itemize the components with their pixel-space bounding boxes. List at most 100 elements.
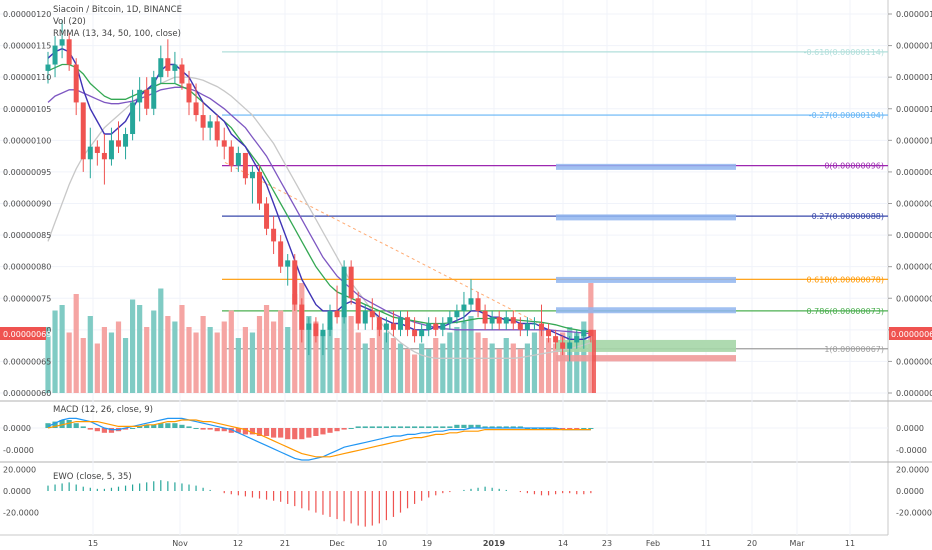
volume-bar — [517, 349, 523, 393]
ewo-tick-label-left: 0.0000 — [3, 487, 31, 496]
candle-body — [405, 317, 411, 330]
candles — [45, 20, 594, 362]
macd-hist-bar — [228, 428, 234, 433]
price-badge-left: 0.00000069 — [3, 330, 51, 339]
macd-hist-bar — [489, 426, 495, 428]
candle-body — [207, 121, 213, 128]
fib-level-label: 0(0.00000096) — [824, 162, 884, 171]
candle-body — [144, 89, 150, 109]
time-axis: 15 Nov 12 21 Dec 10 19 2019 14 23 Feb 11 20 Mar 11 — [88, 539, 855, 548]
volume-bar — [122, 338, 129, 393]
candle-body — [116, 140, 121, 147]
volume-bar — [66, 332, 72, 393]
volume-bar — [468, 316, 474, 393]
macd-panel: 0.0000 0.0000 -0.0000 -0.0000 — [0, 417, 927, 461]
candle-body — [59, 39, 65, 46]
candle-body — [313, 323, 319, 337]
candle-body — [123, 134, 129, 147]
volume-bar — [475, 332, 481, 393]
volume-bar — [320, 332, 326, 393]
candle-body — [524, 323, 530, 330]
macd-hist-bar — [207, 428, 213, 430]
time-tick-label: 11 — [845, 539, 855, 548]
macd-hist-bar — [468, 424, 474, 428]
candle-body — [66, 39, 72, 65]
macd-hist-bar — [320, 428, 326, 435]
candle-body — [278, 241, 284, 267]
price-tick-label: 0.00000090 — [896, 200, 932, 209]
price-tick-label-left: 0.00000085 — [3, 231, 51, 240]
macd-hist-bar — [292, 428, 298, 440]
candle-body — [475, 298, 481, 311]
macd-hist-bar — [397, 426, 404, 428]
time-tick-label: Dec — [329, 539, 344, 548]
volume-bar — [447, 332, 453, 393]
macd-hist-bar — [242, 428, 248, 435]
price-tick-label: 0.00000115 — [896, 42, 932, 51]
volume-bar — [130, 299, 136, 393]
price-tick-label-left: 0.00000075 — [3, 294, 51, 303]
fib-level-label: -0.618(0.00000114) — [804, 48, 884, 57]
candle-body — [531, 323, 537, 325]
time-tick-label: 15 — [88, 539, 98, 548]
candle-body — [87, 146, 93, 160]
candle-body — [355, 298, 361, 324]
rmma-label: RMMA (13, 34, 50, 100, close) — [53, 29, 181, 39]
macd-hist-bar — [52, 421, 58, 428]
volume-bar — [454, 327, 460, 393]
volume-bar — [115, 321, 122, 393]
time-tick-label: 2019 — [483, 539, 506, 548]
macd-hist-bar — [256, 428, 263, 436]
candle-body — [249, 171, 255, 179]
volume-bar — [235, 338, 241, 393]
candle-body — [228, 146, 234, 166]
macd-hist-bar — [158, 423, 164, 428]
time-tick-label: 12 — [233, 539, 243, 548]
candle-body — [264, 203, 270, 229]
candle-body — [433, 323, 439, 330]
macd-hist-bar — [454, 424, 460, 428]
macd-hist-bar — [87, 428, 93, 430]
price-badge-bg — [889, 327, 932, 340]
fib-level-label: -0.27(0.00000104) — [809, 111, 884, 120]
macd-hist-bar — [510, 426, 516, 428]
candle-body — [390, 323, 396, 330]
stop-zone — [556, 355, 736, 362]
volume-bar — [390, 338, 397, 393]
volume-bar — [186, 327, 192, 393]
volume-bar — [271, 321, 277, 393]
volume-bar — [158, 288, 164, 393]
candle-body — [553, 336, 559, 343]
candle-body — [52, 45, 58, 65]
volume-bar — [172, 321, 178, 393]
fib-levels: -0.618(0.00000114) -0.27(0.00000104) 0(0.0… — [222, 48, 888, 354]
volume-bar — [461, 321, 467, 393]
candle-body — [299, 304, 305, 330]
price-tick-label: 0.00000095 — [896, 168, 932, 177]
candle-body — [165, 58, 171, 71]
fib-level-label: 0.618(0.00000078) — [807, 275, 885, 284]
price-tick-label-left: 0.00000115 — [3, 42, 51, 51]
volume-bar — [574, 332, 580, 393]
macd-hist-bar — [263, 428, 270, 436]
macd-tick-label: -0.0000 — [896, 446, 927, 455]
candle-body — [510, 317, 516, 324]
volume-bar — [256, 316, 263, 393]
candle-body — [151, 77, 157, 109]
macd-hist-bar — [574, 428, 580, 430]
macd-hist-bar — [299, 428, 305, 440]
price-tick-label-left: 0.00000080 — [3, 263, 51, 272]
volume-bar — [524, 343, 530, 393]
macd-tick-label-left: -0.0000 — [3, 446, 34, 455]
price-badge: 0.00000069 — [891, 330, 932, 339]
candle-body — [376, 317, 382, 330]
macd-hist-bar — [271, 428, 277, 438]
price-tick-label-left: 0.00000100 — [3, 136, 51, 145]
volume-bar — [101, 327, 107, 393]
macd-hist-bar — [383, 426, 389, 428]
macd-hist-bar — [419, 426, 425, 428]
macd-hist-bar — [278, 428, 284, 438]
volume-bar — [553, 343, 559, 393]
volume-bar — [369, 338, 375, 393]
position-bar — [592, 329, 596, 393]
